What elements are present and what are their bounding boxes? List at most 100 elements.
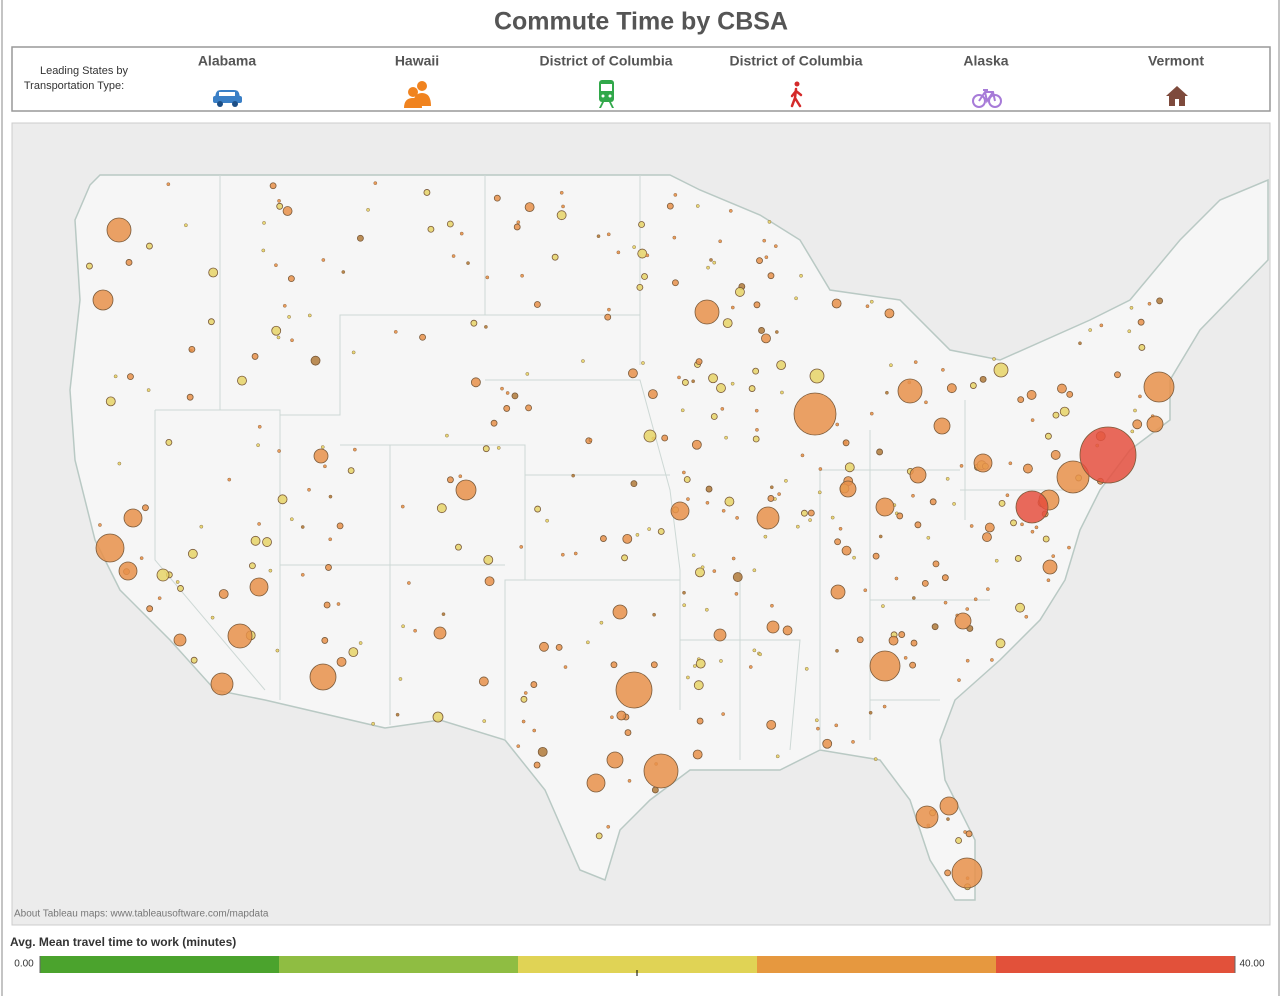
city-bubble [1156,297,1164,305]
city-bubble [992,357,996,361]
city-bubble [307,487,311,492]
city-bubble [969,524,974,528]
city-bubble [677,375,681,380]
city-bubble [287,315,291,319]
city-bubble [436,503,447,514]
city-bubble [672,235,677,240]
city-bubble [872,552,880,560]
city-bubble [835,422,840,427]
city-bubble [951,857,983,889]
city-bubble [604,313,612,321]
city-bubble [686,497,690,501]
city-bubble [353,447,357,452]
city-bubble [277,199,281,203]
city-bubble [709,258,713,262]
city-bubble [888,635,899,646]
city-bubble [142,504,149,512]
city-bubble [459,231,464,236]
legend-swatch [40,956,279,973]
city-bubble [815,718,819,723]
city-bubble [969,382,977,389]
city-bubble [1127,329,1132,334]
city-bubble [320,445,325,449]
city-bubble [758,327,765,334]
city-bubble [838,526,843,531]
city-bubble [371,721,375,726]
city-bubble [321,637,329,644]
leading-states: Alabama Hawaii District of Columbia Distric… [198,53,1205,69]
city-bubble [965,658,970,663]
city-bubble [834,538,841,546]
city-bubble [1138,344,1146,351]
city-bubble [616,710,627,721]
city-bubble [926,536,931,540]
city-bubble [470,377,481,388]
city-bubble [261,248,266,253]
city-bubble [959,464,964,468]
city-bubble [610,715,614,720]
city-bubble [496,446,501,450]
city-bubble [818,467,823,471]
city-bubble [984,522,995,533]
city-bubble [647,389,658,400]
bike-icon [972,89,1002,108]
city-bubble [635,533,640,537]
city-bubble [336,602,341,606]
city-bubble [106,217,132,243]
city-bubble [586,773,606,793]
city-bubble [692,664,697,668]
city-bubble [207,318,215,326]
city-bubble [482,445,490,453]
city-bubble [682,590,686,595]
city-bubble [1143,371,1175,403]
city-bubble [321,258,326,262]
legend-swatch [279,956,518,973]
city-bubble [537,746,548,757]
city-bubble [1147,301,1152,306]
city-bubble [539,641,549,652]
city-bubble [125,259,133,266]
city-bubble [400,504,405,509]
city-bubble [647,527,651,531]
city-bubble [710,413,718,420]
city-bubble [445,433,449,438]
city-bubble [290,517,294,521]
city-bubble [863,588,868,593]
city-bubble [323,601,331,609]
city-bubble [869,650,901,682]
city-bubble [86,262,93,270]
city-bubble [262,537,272,547]
city-bubble [835,649,839,653]
city-bubble [117,461,122,466]
city-bubble [595,832,603,840]
city-bubble [692,749,703,760]
legend-bar [39,956,1236,976]
city-bubble [721,508,726,513]
city-bubble [588,438,593,442]
bubbles [86,181,1175,891]
city-bubble [878,534,883,539]
city-bubble [123,508,143,528]
city-bubble [1114,371,1121,379]
city-bubble [500,386,504,391]
city-bubble [113,374,118,379]
city-bubble [921,579,929,587]
city-bubble [336,657,347,667]
city-bubble [257,522,261,526]
city-bubble [672,279,679,287]
city-bubble [325,564,332,571]
city-bubble [1129,305,1134,310]
city-bubble [616,250,621,255]
city-bubble [1024,614,1029,619]
city-bubble [274,263,278,267]
city-bubble [533,301,541,308]
city-bubble [156,568,170,582]
city-bubble [166,182,171,187]
city-bubble [728,209,733,213]
city-bubble [484,325,488,329]
city-bubble [965,830,973,838]
city-bubble [208,267,219,278]
city-bubble [946,383,957,394]
city-bubble [673,193,678,197]
